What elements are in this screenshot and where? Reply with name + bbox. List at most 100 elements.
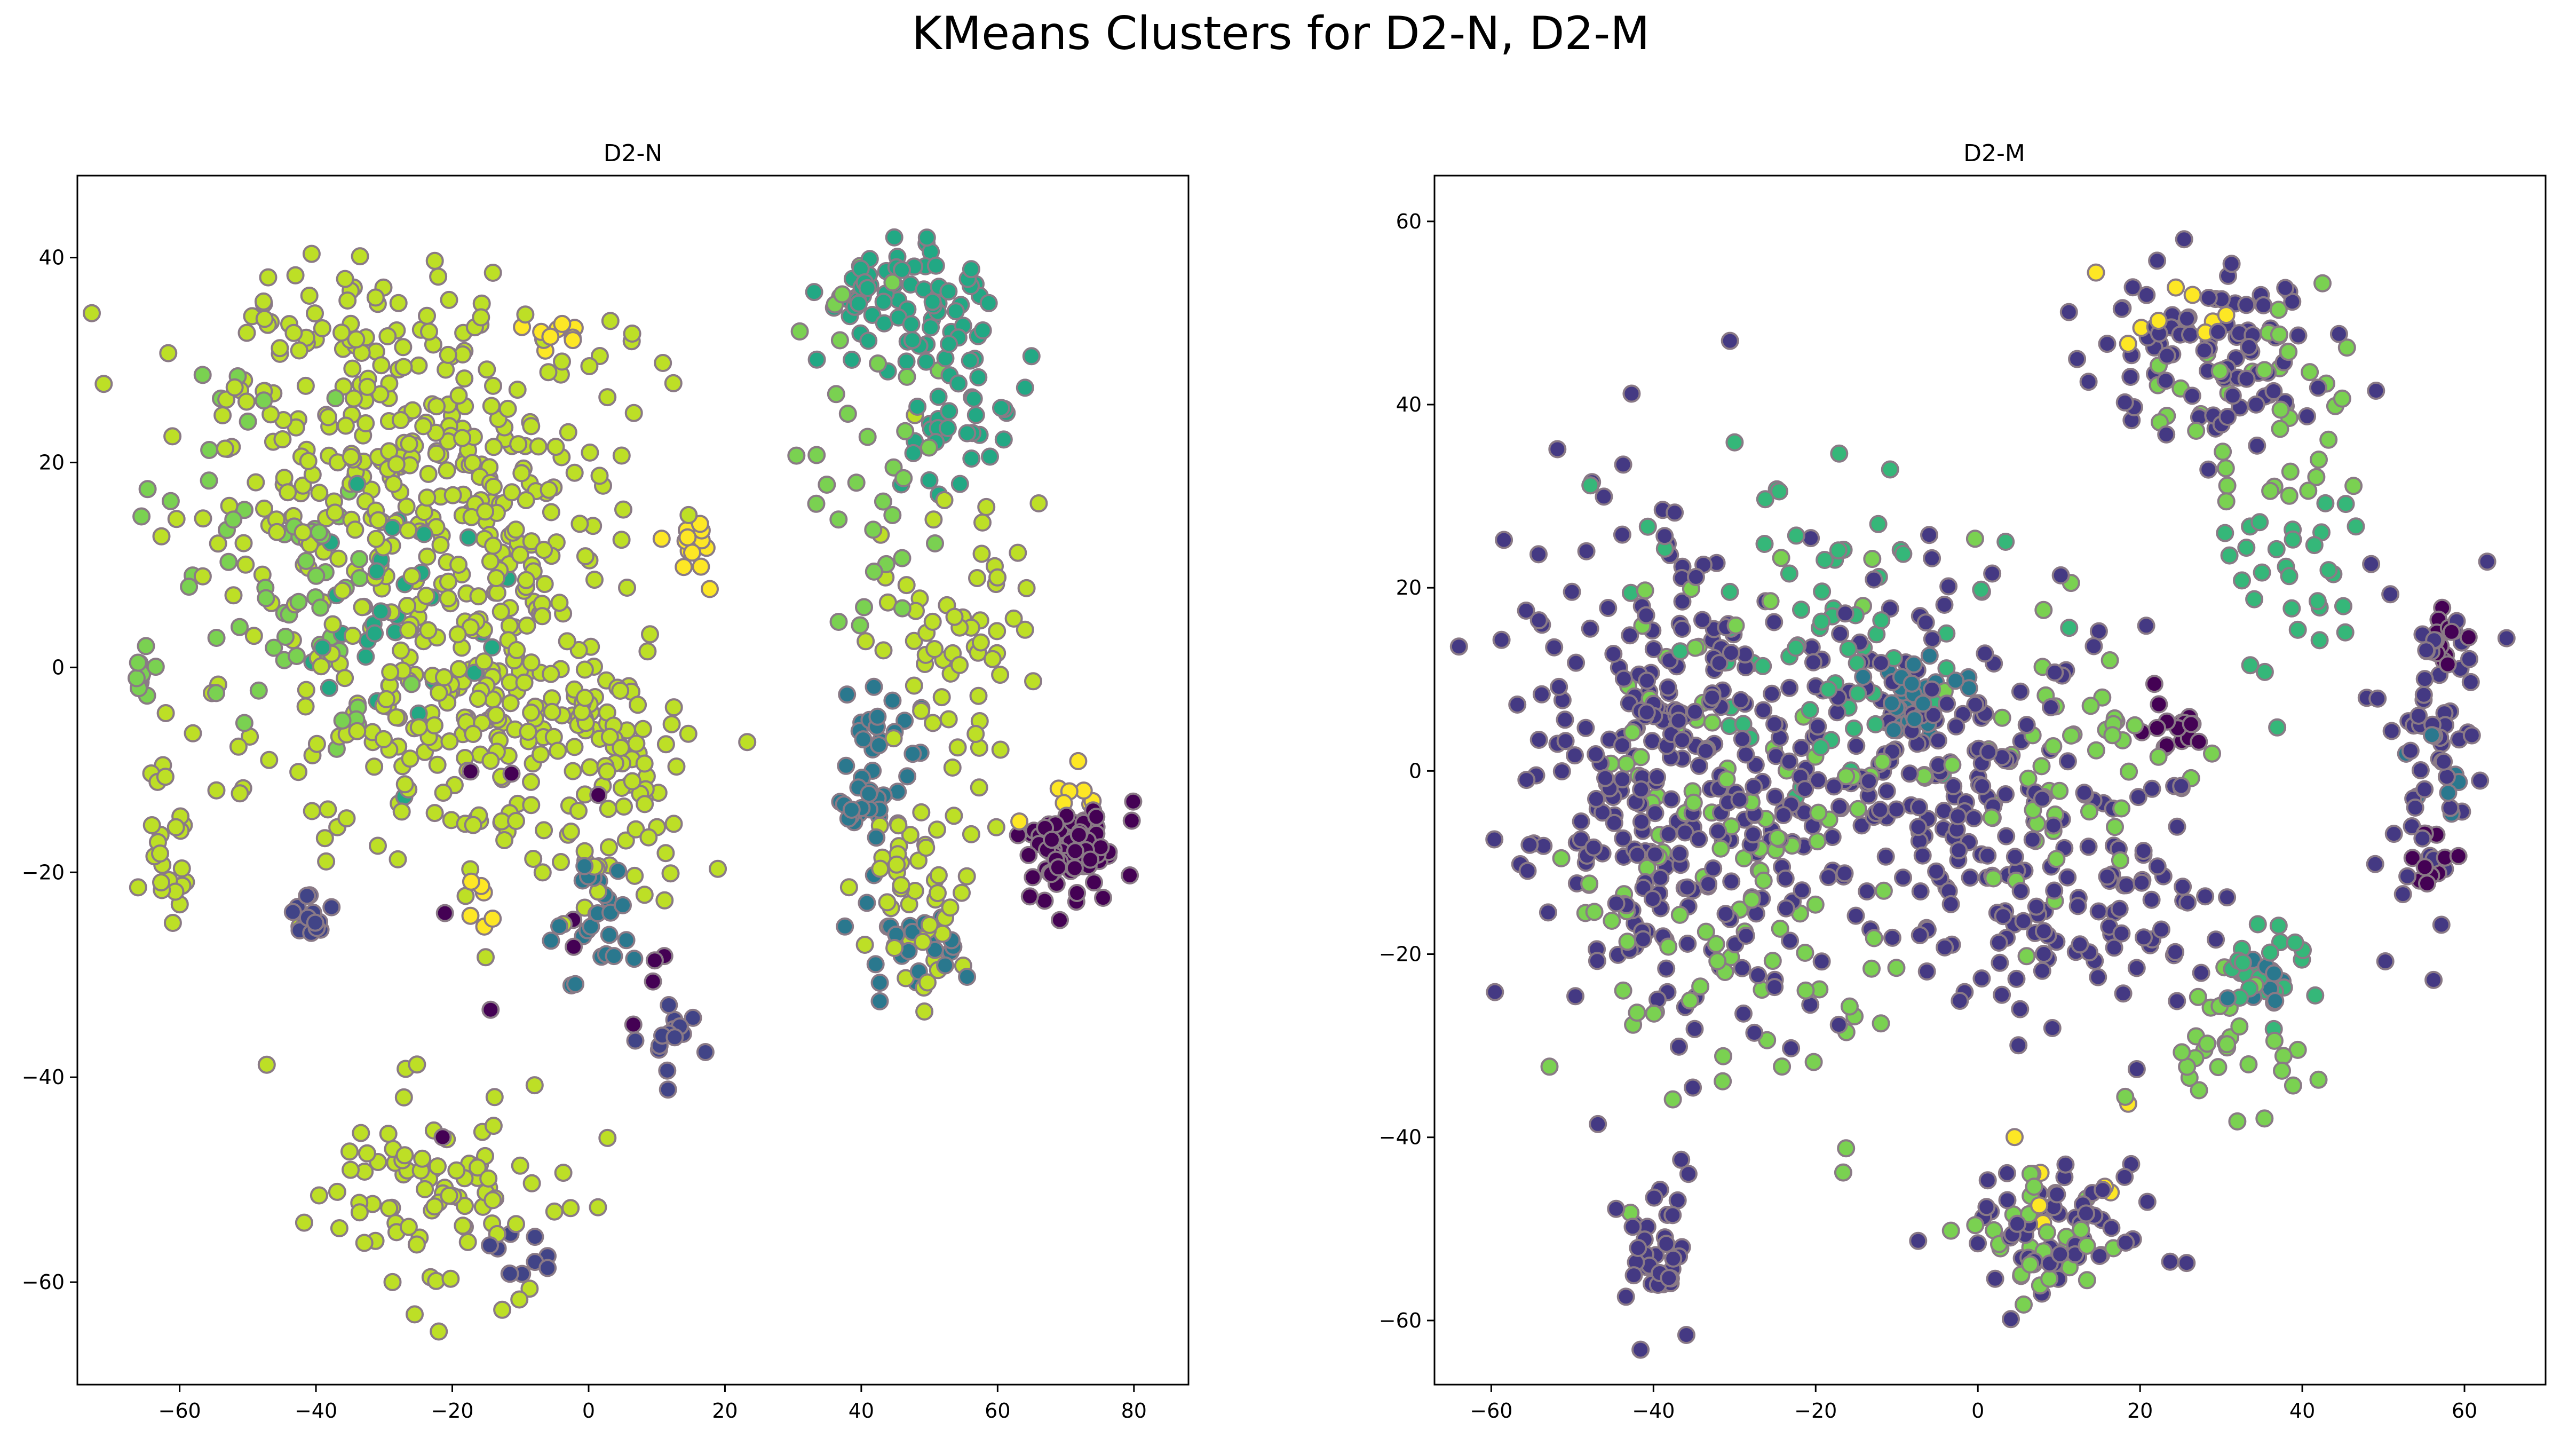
scatter-point [1774,806,1793,824]
scatter-point [2112,299,2131,318]
scatter-point [2471,771,2490,790]
scatter-point [2075,784,2094,802]
scatter-point [369,836,387,855]
scatter-point [1966,1216,1985,1235]
scatter-point [624,1015,643,1034]
scatter-point [1087,808,1106,826]
scatter-point [701,580,719,598]
scatter-point [569,641,588,659]
scatter-point [1923,549,1941,567]
scatter-point [1765,978,1784,997]
scatter-point [2078,1236,2096,1255]
scatter-point [303,802,321,820]
scatter-point [391,411,410,429]
scatter-point [2043,1019,2062,1037]
scatter-point [1804,1053,1823,1071]
scatter-point [508,641,526,659]
scatter-point [437,360,455,379]
scatter-point [598,762,616,781]
y-tick-label: 40 [1396,393,1422,416]
scatter-point [1836,604,1854,623]
scatter-point [1883,928,1901,947]
scatter-point [575,660,594,679]
scatter-point [501,694,520,713]
scatter-point [1607,1199,1626,1218]
scatter-point [1905,710,1924,729]
scatter-point [2195,341,2214,360]
scatter-point [860,785,878,803]
scatter-point [435,668,453,686]
scatter-point [501,1265,519,1283]
scatter-point [2261,943,2279,962]
scatter-point [904,444,923,462]
scatter-point [429,1157,447,1176]
scatter-point [2273,1061,2291,1080]
scatter-point [1755,535,1774,553]
scatter-point [600,926,619,944]
scatter-point [616,831,635,850]
scatter-point [383,1273,402,1291]
scatter-point [2255,1109,2274,1128]
scatter-point [570,515,589,533]
scatter-point [1659,825,1678,843]
scatter-point [2309,378,2327,397]
scatter-point [623,325,641,343]
scatter-point [992,399,1010,417]
scatter-point [2019,769,2038,788]
scatter-point [945,807,963,825]
scatter-points-d2-m [1449,230,2516,1359]
scatter-point [216,439,234,458]
scatter-point [1662,790,1681,809]
scatter-point [522,417,541,436]
scatter-point [2442,622,2461,641]
scatter-point [1631,1340,1650,1359]
scatter-point [2393,885,2412,904]
x-tick-label: 60 [985,1399,1010,1423]
scatter-point [1677,1326,1695,1344]
scatter-point [2158,346,2176,365]
scatter-point [581,443,599,462]
scatter-point [1806,895,1825,914]
scatter-point [624,404,643,422]
scatter-point [2048,1185,2066,1204]
scatter-point [2042,698,2060,716]
scatter-point [1655,527,1674,546]
scatter-point [940,402,958,421]
scatter-point [1081,850,1100,869]
scatter-point [2045,881,2064,900]
scatter-point [369,511,387,530]
scatter-point [1938,694,1956,713]
scatter-point [1866,715,1885,733]
scatter-point [696,1043,715,1061]
scatter-point [2316,494,2335,512]
scatter-point [2384,825,2403,843]
scatter-point [858,279,877,297]
scatter-point [2269,916,2288,935]
scatter-point [1973,777,1992,795]
scatter-point [290,341,308,360]
scatter-point [836,917,854,936]
scatter-point [484,1117,503,1135]
scatter-point [1022,347,1041,366]
scatter-point [1909,798,1928,817]
scatter-point [498,399,517,418]
scatter-point [1812,952,1831,971]
scatter-point [1721,331,1739,350]
scatter-point [2116,1087,2135,1106]
x-tick-label: 60 [2452,1399,2477,1423]
scatter-point [2121,368,2140,386]
scatter-point [1614,669,1633,688]
scatter-point [623,772,641,791]
scatter-point [645,951,664,970]
scatter-point [1616,1287,1635,1306]
scatter-point [2115,393,2134,412]
scatter-point [229,737,248,756]
scatter-point [535,575,554,594]
scatter-point [542,931,560,950]
scatter-point [2044,737,2063,755]
scatter-point [237,392,256,411]
scatter-point [2220,546,2239,565]
scatter-point [543,702,561,721]
scatter-point [2137,617,2155,635]
